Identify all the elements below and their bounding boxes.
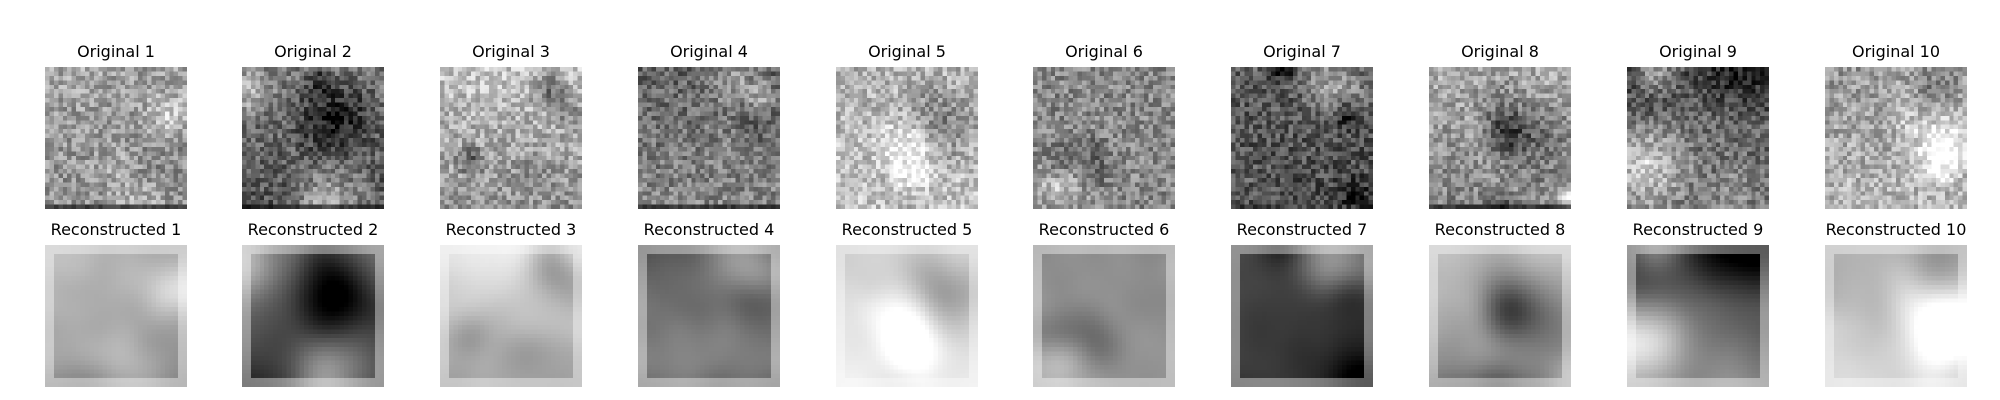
original-image-3 <box>440 67 582 209</box>
original-image-10 <box>1825 67 1967 209</box>
reconstructed-image-5 <box>836 245 978 387</box>
original-image-title-10: Original 10 <box>1795 42 1997 61</box>
reconstructed-image-6 <box>1033 245 1175 387</box>
original-image-7 <box>1231 67 1373 209</box>
reconstructed-image-2 <box>242 245 384 387</box>
reconstructed-image-4 <box>638 245 780 387</box>
reconstructed-image-title-9: Reconstructed 9 <box>1597 220 1799 239</box>
original-image-8 <box>1429 67 1571 209</box>
reconstructed-image-3 <box>440 245 582 387</box>
original-image-title-4: Original 4 <box>608 42 810 61</box>
original-image-title-8: Original 8 <box>1399 42 1601 61</box>
reconstructed-image-title-4: Reconstructed 4 <box>608 220 810 239</box>
original-image-title-2: Original 2 <box>212 42 414 61</box>
original-image-title-6: Original 6 <box>1003 42 1205 61</box>
reconstructed-image-title-7: Reconstructed 7 <box>1201 220 1403 239</box>
original-image-9 <box>1627 67 1769 209</box>
original-image-title-5: Original 5 <box>806 42 1008 61</box>
original-image-title-3: Original 3 <box>410 42 612 61</box>
reconstructed-image-title-5: Reconstructed 5 <box>806 220 1008 239</box>
original-image-title-7: Original 7 <box>1201 42 1403 61</box>
reconstructed-image-title-10: Reconstructed 10 <box>1795 220 1997 239</box>
reconstructed-image-1 <box>45 245 187 387</box>
original-image-2 <box>242 67 384 209</box>
reconstructed-image-7 <box>1231 245 1373 387</box>
original-image-title-1: Original 1 <box>15 42 217 61</box>
reconstructed-image-title-1: Reconstructed 1 <box>15 220 217 239</box>
reconstructed-image-title-6: Reconstructed 6 <box>1003 220 1205 239</box>
reconstructed-image-9 <box>1627 245 1769 387</box>
original-image-4 <box>638 67 780 209</box>
original-image-1 <box>45 67 187 209</box>
reconstructed-image-10 <box>1825 245 1967 387</box>
original-image-6 <box>1033 67 1175 209</box>
reconstructed-image-title-3: Reconstructed 3 <box>410 220 612 239</box>
original-image-title-9: Original 9 <box>1597 42 1799 61</box>
original-image-5 <box>836 67 978 209</box>
reconstructed-image-title-2: Reconstructed 2 <box>212 220 414 239</box>
reconstructed-image-8 <box>1429 245 1571 387</box>
reconstructed-image-title-8: Reconstructed 8 <box>1399 220 1601 239</box>
